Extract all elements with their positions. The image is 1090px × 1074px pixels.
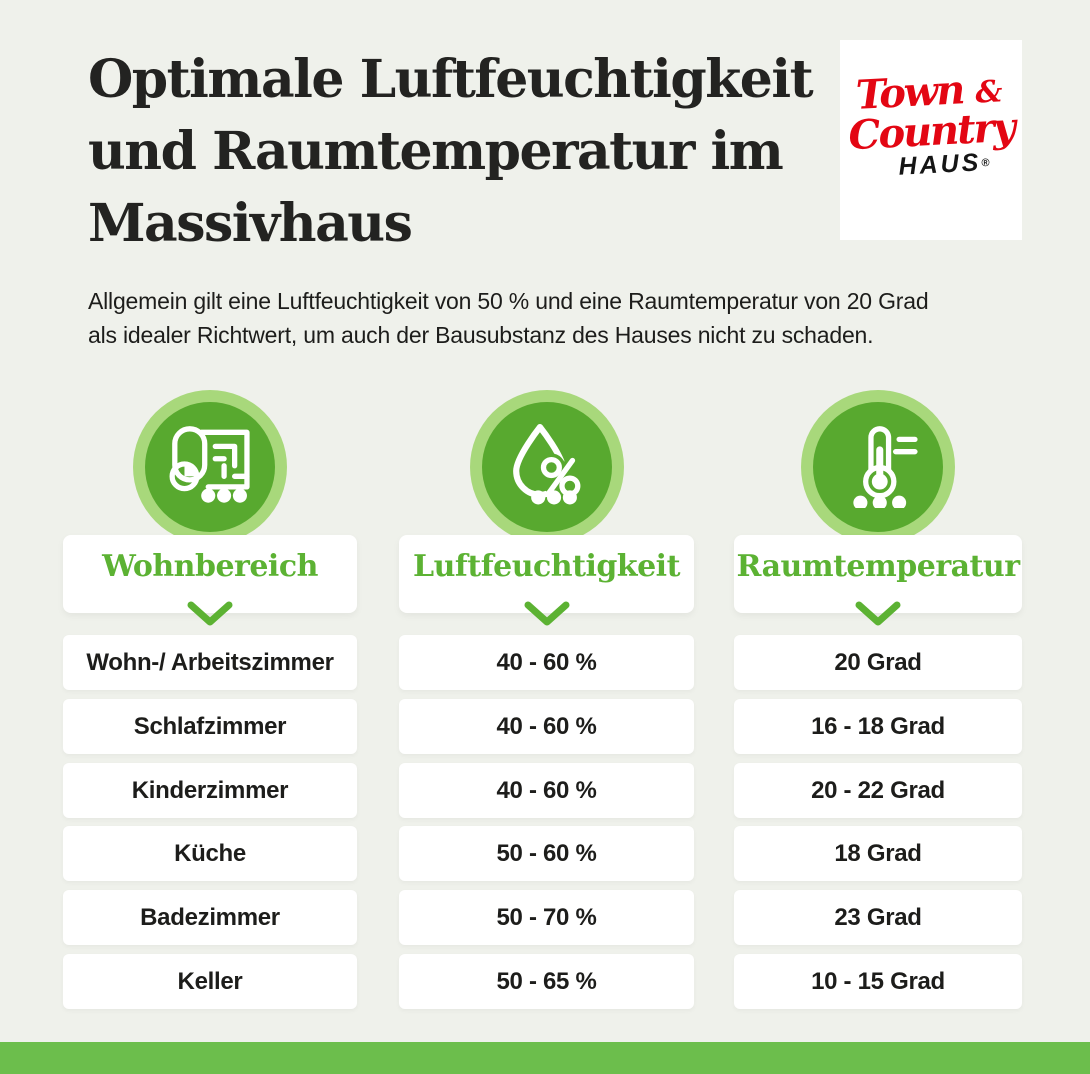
column-header-label: Raumtemperatur: [736, 549, 1020, 584]
luftfeuchtigkeit-circle-inner: [482, 402, 612, 532]
room-cell: Keller: [63, 954, 357, 1009]
column-header-raumtemperatur: Raumtemperatur: [734, 535, 1022, 626]
title-line-2: und Raumtemperatur im: [88, 121, 784, 182]
room-cell: Badezimmer: [63, 890, 357, 945]
thermometer-icon: [853, 426, 918, 508]
room-cell: Schlafzimmer: [63, 699, 357, 754]
page-title: Optimale Luftfeuchtigkeit und Raumtemper…: [88, 44, 848, 260]
temperature-cell: 23 Grad: [734, 890, 1022, 945]
chevron-down-icon: [855, 601, 901, 626]
chevron-down-icon: [187, 601, 233, 626]
temperature-cell: 20 - 22 Grad: [734, 763, 1022, 818]
raumtemperatur-circle: [801, 390, 955, 544]
floorplan-icon: [169, 426, 250, 503]
logo-word-country: Country: [847, 103, 1016, 160]
humidity-cell: 50 - 65 %: [399, 954, 694, 1009]
column-header-wohnbereich: Wohnbereich: [63, 535, 357, 626]
humidity-drop-icon: [513, 423, 584, 505]
intro-line-1: Allgemein gilt eine Luftfeuchtigkeit von…: [88, 288, 929, 314]
humidity-cell: 50 - 70 %: [399, 890, 694, 945]
humidity-cell: 50 - 60 %: [399, 826, 694, 881]
temperature-cell: 16 - 18 Grad: [734, 699, 1022, 754]
logo-text: Town & Country HAUS®: [837, 66, 1024, 185]
registered-trademark-symbol: ®: [980, 157, 990, 170]
column-header-label: Wohnbereich: [102, 549, 318, 584]
humidity-cell: 40 - 60 %: [399, 699, 694, 754]
intro-text: Allgemein gilt eine Luftfeuchtigkeit von…: [88, 284, 1028, 352]
temperature-cell: 18 Grad: [734, 826, 1022, 881]
room-cell: Kinderzimmer: [63, 763, 357, 818]
wohnbereich-circle: [133, 390, 287, 544]
title-line-1: Optimale Luftfeuchtigkeit: [88, 49, 814, 110]
chevron-down-icon: [524, 601, 569, 626]
humidity-cell: 40 - 60 %: [399, 635, 694, 690]
wohnbereich-circle-inner: [145, 402, 275, 532]
humidity-cell: 40 - 60 %: [399, 763, 694, 818]
room-cell: Küche: [63, 826, 357, 881]
footer-bar: [0, 1042, 1090, 1074]
raumtemperatur-circle-inner: [813, 402, 943, 532]
temperature-cell: 20 Grad: [734, 635, 1022, 690]
title-line-3: Massivhaus: [88, 193, 413, 254]
column-header-luftfeuchtigkeit: Luftfeuchtigkeit: [399, 535, 694, 626]
room-cell: Wohn-/ Arbeitszimmer: [63, 635, 357, 690]
town-country-logo: Town & Country HAUS®: [840, 40, 1022, 240]
logo-haus-text: HAUS: [897, 148, 982, 181]
intro-line-2: als idealer Richtwert, um auch der Bausu…: [88, 322, 874, 348]
luftfeuchtigkeit-circle: [470, 390, 624, 544]
temperature-cell: 10 - 15 Grad: [734, 954, 1022, 1009]
column-header-label: Luftfeuchtigkeit: [413, 549, 680, 584]
